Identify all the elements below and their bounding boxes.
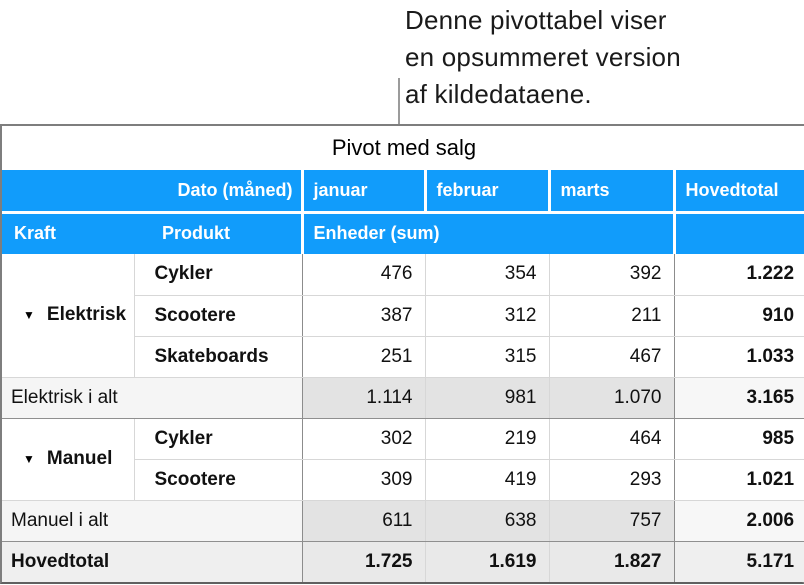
callout-line-1: Denne pivottabel viser <box>405 5 667 35</box>
column-header-row: Dato (måned) januar februar marts Hovedt… <box>2 170 804 214</box>
table-row-manuel-cykler: ▼ Manuel Cykler 302 219 464 985 <box>2 418 804 501</box>
header-empty-cell[interactable] <box>672 212 804 254</box>
table-row-elektrisk-scootere: Scootere 387 312 211 910 <box>2 295 804 337</box>
value-cell[interactable]: 354 <box>424 254 549 296</box>
grand-total-value-cell[interactable]: 1.827 <box>548 541 674 582</box>
value-cell[interactable]: 419 <box>424 459 549 501</box>
value-cell[interactable]: 293 <box>548 459 674 501</box>
value-cell[interactable]: 312 <box>424 295 549 337</box>
table-row-elektrisk-skateboards: Skateboards 251 315 467 1.033 <box>2 336 804 378</box>
value-cell[interactable]: 251 <box>301 336 425 378</box>
row-header-row: Kraft Produkt Enheder (sum) <box>2 212 804 254</box>
subtotal-value-cell[interactable]: 611 <box>301 500 425 542</box>
subtotal-value-cell[interactable]: 638 <box>424 500 549 542</box>
subtotal-row-elektrisk: Elektrisk i alt 1.114 981 1.070 3.165 <box>2 377 804 419</box>
value-cell[interactable]: 464 <box>548 418 674 460</box>
subtotal-value-cell[interactable]: 757 <box>548 500 674 542</box>
grand-total-value-cell[interactable]: 1.725 <box>301 541 425 582</box>
row-total-cell[interactable]: 985 <box>673 418 804 460</box>
subtotal-label[interactable]: Manuel i alt <box>2 500 302 542</box>
product-cell[interactable]: Cykler <box>133 418 302 460</box>
subtotal-row-manuel: Manuel i alt 611 638 757 2.006 <box>2 500 804 542</box>
row-total-cell[interactable]: 1.033 <box>673 336 804 378</box>
product-cell[interactable]: Scootere <box>133 295 302 337</box>
value-cell[interactable]: 467 <box>548 336 674 378</box>
grand-total-label[interactable]: Hovedtotal <box>2 541 302 582</box>
table-row-elektrisk-cykler: ▼ Elektrisk Cykler 476 354 392 1.222 <box>2 254 804 378</box>
table-row-manuel-scootere: Scootere 309 419 293 1.021 <box>2 459 804 501</box>
disclosure-triangle-icon[interactable]: ▼ <box>23 308 35 323</box>
subtotal-value-cell[interactable]: 1.070 <box>548 377 674 419</box>
table-title[interactable]: Pivot med salg <box>2 126 804 170</box>
table-title-row: Pivot med salg <box>2 126 804 170</box>
callout-text: Denne pivottabel viser en opsummeret ver… <box>405 2 735 113</box>
subtotal-total-cell[interactable]: 2.006 <box>673 500 804 542</box>
subtotal-label[interactable]: Elektrisk i alt <box>2 377 302 419</box>
row-total-cell[interactable]: 910 <box>673 295 804 337</box>
grand-total-row: Hovedtotal 1.725 1.619 1.827 5.171 <box>2 541 804 582</box>
header-hovedtotal[interactable]: Hovedtotal <box>672 170 804 214</box>
value-cell[interactable]: 476 <box>301 254 425 296</box>
group-cell-elektrisk[interactable]: ▼ Elektrisk <box>2 254 134 378</box>
grand-total-total-cell[interactable]: 5.171 <box>673 541 804 582</box>
value-cell[interactable]: 219 <box>424 418 549 460</box>
product-cell[interactable]: Cykler <box>133 254 302 296</box>
grand-total-value-cell[interactable]: 1.619 <box>424 541 549 582</box>
callout-connector-line <box>398 78 400 124</box>
pivot-table-container: Pivot med salg Dato (måned) januar febru… <box>0 124 804 584</box>
row-total-cell[interactable]: 1.021 <box>673 459 804 501</box>
disclosure-triangle-icon[interactable]: ▼ <box>23 452 35 466</box>
group-cell-manuel[interactable]: ▼ Manuel <box>2 418 134 501</box>
subtotal-value-cell[interactable]: 1.114 <box>301 377 425 419</box>
value-cell[interactable]: 309 <box>301 459 425 501</box>
subtotal-total-cell[interactable]: 3.165 <box>673 377 804 419</box>
row-total-cell[interactable]: 1.222 <box>673 254 804 296</box>
subtotal-value-cell[interactable]: 981 <box>424 377 549 419</box>
value-cell[interactable]: 302 <box>301 418 425 460</box>
value-cell[interactable]: 392 <box>548 254 674 296</box>
header-februar[interactable]: februar <box>423 170 549 214</box>
header-dato-maaned[interactable]: Dato (måned) <box>2 170 302 214</box>
group-label: Elektrisk <box>46 304 127 326</box>
value-cell[interactable]: 315 <box>424 336 549 378</box>
callout-line-3: af kildedataene. <box>405 79 592 109</box>
value-cell[interactable]: 211 <box>548 295 674 337</box>
header-kraft[interactable]: Kraft <box>2 212 134 254</box>
header-januar[interactable]: januar <box>300 170 425 214</box>
value-cell[interactable]: 387 <box>301 295 425 337</box>
header-produkt[interactable]: Produkt <box>134 212 302 254</box>
callout-line-2: en opsummeret version <box>405 42 681 72</box>
header-enheder-sum[interactable]: Enheder (sum) <box>300 212 674 254</box>
group-label: Manuel <box>46 448 113 469</box>
product-cell[interactable]: Skateboards <box>133 336 302 378</box>
pivot-table: Pivot med salg Dato (måned) januar febru… <box>2 126 804 582</box>
product-cell[interactable]: Scootere <box>133 459 302 501</box>
header-marts[interactable]: marts <box>547 170 674 214</box>
